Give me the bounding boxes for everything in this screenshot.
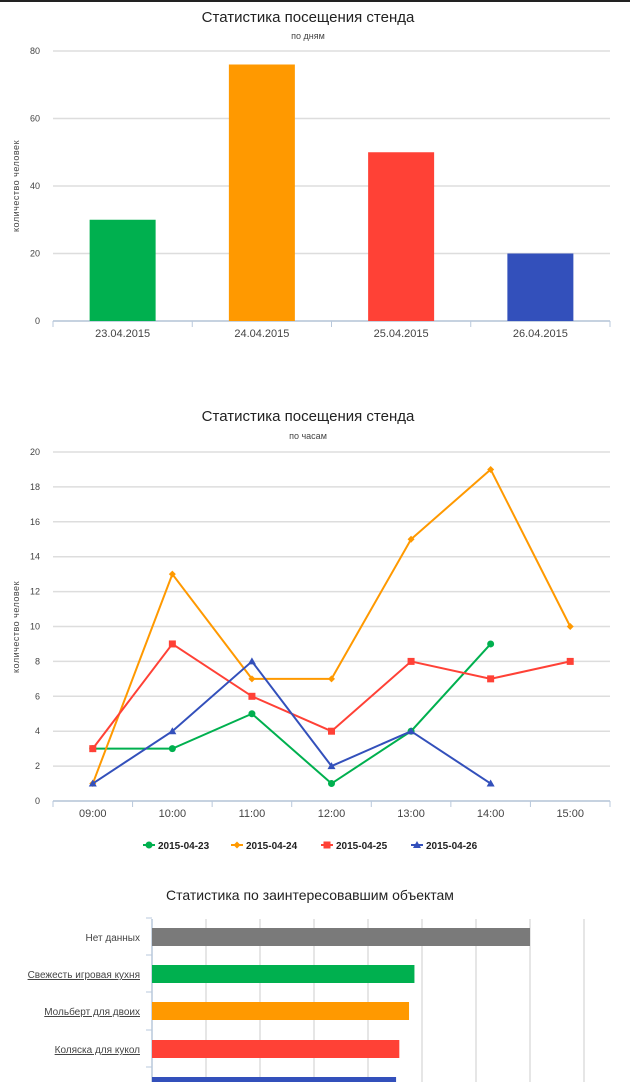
data-point [328, 675, 335, 683]
x-tick-label: 11:00 [239, 808, 266, 820]
chart-title: Статистика посещения стенда [202, 9, 415, 26]
data-point [566, 623, 574, 630]
category-label: Нет данных [86, 933, 140, 944]
data-point [328, 780, 335, 788]
y-tick-label: 16 [30, 517, 40, 527]
data-point [168, 727, 177, 735]
x-tick-label: 24.04.2015 [234, 328, 289, 340]
data-point [248, 710, 256, 718]
x-tick-label: 14:00 [477, 808, 505, 820]
x-tick-label: 13:00 [397, 808, 425, 820]
y-axis-label: количество человек [11, 140, 21, 232]
object-link[interactable]: Мольберт для двоих [44, 1006, 140, 1018]
bar [152, 928, 530, 946]
bar [89, 219, 156, 321]
y-tick-label: 6 [35, 691, 40, 701]
legend-marker [323, 841, 331, 849]
data-point [248, 675, 256, 683]
data-point [248, 692, 256, 700]
data-point [168, 640, 176, 648]
data-point [407, 535, 415, 543]
line-chart-by-hours: Статистика посещения стенда по часам колич… [11, 408, 611, 852]
legend-item[interactable]: 2015-04-24 [246, 841, 298, 852]
y-tick-label: 10 [30, 622, 40, 632]
x-tick-label: 15:00 [556, 808, 584, 820]
x-tick-label: 25.04.2015 [374, 328, 429, 340]
data-point [168, 745, 176, 753]
y-tick-label: 80 [30, 46, 40, 56]
y-tick-label: 14 [30, 552, 40, 562]
legend-marker [145, 841, 153, 849]
x-tick-label: 12:00 [318, 808, 346, 820]
bar [152, 1040, 400, 1058]
data-point [407, 727, 416, 735]
legend-item[interactable]: 2015-04-23 [158, 841, 210, 852]
y-tick-label: 40 [30, 181, 40, 191]
data-point [328, 727, 335, 735]
data-point [247, 657, 256, 665]
data-point [486, 779, 495, 787]
y-axis-label: количество человек [11, 581, 21, 673]
chart-subtitle: по дням [291, 31, 325, 41]
y-tick-label: 20 [30, 249, 40, 259]
y-tick-label: 18 [30, 482, 40, 492]
x-tick-label: 23.04.2015 [95, 328, 150, 340]
series-line-2015-04-23 [92, 643, 492, 785]
bar [507, 253, 574, 321]
y-tick-label: 60 [30, 114, 40, 124]
legend-marker [413, 841, 421, 848]
x-tick-label: 10:00 [159, 808, 187, 820]
y-tick-label: 8 [35, 656, 40, 666]
y-tick-label: 12 [30, 587, 40, 597]
data-point [89, 745, 97, 753]
y-tick-label: 2 [35, 761, 40, 771]
legend-marker [233, 841, 241, 849]
bar [152, 1002, 410, 1020]
data-point [168, 570, 176, 578]
object-link[interactable]: Коляска для кукол [55, 1045, 141, 1056]
series-line-2015-04-26 [92, 659, 492, 785]
data-point [487, 675, 495, 683]
object-link[interactable]: Свежесть игровая кухня [28, 970, 140, 981]
y-tick-label: 4 [35, 726, 40, 736]
bar [368, 152, 435, 321]
legend-item[interactable]: 2015-04-26 [426, 841, 478, 852]
y-tick-label: 20 [30, 447, 40, 457]
bar-chart-by-days: Статистика посещения стенда по дням количе… [11, 9, 611, 340]
y-tick-label: 0 [35, 796, 40, 806]
data-point [327, 762, 336, 770]
data-point [88, 779, 97, 787]
x-tick-label: 09:00 [79, 808, 107, 820]
data-point [566, 657, 574, 665]
y-tick-label: 0 [35, 316, 40, 326]
data-point [487, 465, 495, 473]
x-tick-label: 26.04.2015 [513, 328, 568, 340]
data-point [407, 657, 415, 665]
bar [228, 64, 295, 321]
chart-title: Статистика посещения стенда [202, 408, 415, 425]
legend-item[interactable]: 2015-04-25 [336, 841, 388, 852]
bar-chart-objects: Статистика по заинтересовавшим объектам Н… [28, 887, 585, 1082]
chart-subtitle: по часам [289, 431, 327, 441]
bar [152, 965, 415, 983]
chart-title: Статистика по заинтересовавшим объектам [166, 887, 454, 903]
data-point [487, 640, 495, 648]
